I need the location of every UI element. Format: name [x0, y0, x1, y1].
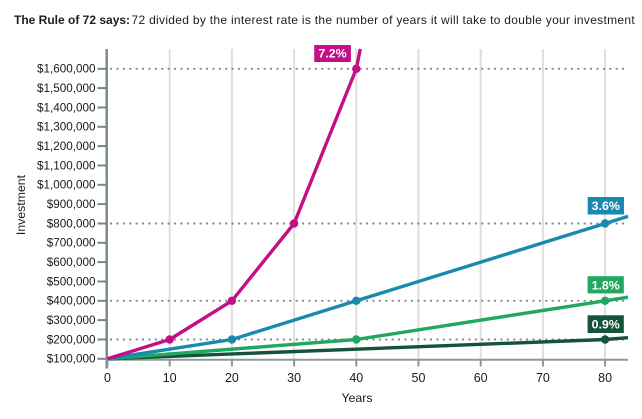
svg-text:60: 60 [474, 371, 488, 385]
svg-text:$200,000: $200,000 [47, 333, 96, 346]
svg-text:40: 40 [349, 371, 363, 385]
svg-text:$600,000: $600,000 [47, 256, 96, 269]
svg-text:$1,600,000: $1,600,000 [37, 63, 96, 76]
svg-text:$1,200,000: $1,200,000 [37, 140, 96, 153]
svg-text:$500,000: $500,000 [47, 275, 96, 288]
svg-text:20: 20 [225, 371, 239, 385]
svg-text:$300,000: $300,000 [47, 314, 96, 327]
svg-text:3.6%: 3.6% [592, 199, 620, 213]
svg-text:Investment: Investment [14, 174, 28, 235]
svg-text:7.2%: 7.2% [318, 47, 346, 61]
svg-text:Years: Years [342, 391, 373, 405]
svg-text:0.9%: 0.9% [592, 318, 620, 332]
svg-text:30: 30 [287, 371, 301, 385]
svg-text:$100,000: $100,000 [47, 353, 96, 366]
svg-text:1.8%: 1.8% [592, 278, 620, 292]
svg-text:$1,500,000: $1,500,000 [37, 82, 96, 95]
svg-text:$400,000: $400,000 [47, 295, 96, 308]
svg-text:$700,000: $700,000 [47, 237, 96, 250]
svg-text:The Rule of 72 says:: The Rule of 72 says: [14, 13, 130, 27]
svg-text:$1,400,000: $1,400,000 [37, 101, 96, 114]
svg-text:10: 10 [163, 371, 177, 385]
svg-text:$900,000: $900,000 [47, 198, 96, 211]
svg-text:72 divided by the interest rat: 72 divided by the interest rate is the n… [132, 13, 636, 27]
svg-text:$800,000: $800,000 [47, 217, 96, 230]
svg-text:$1,300,000: $1,300,000 [37, 121, 96, 134]
svg-text:0: 0 [104, 371, 111, 385]
svg-text:70: 70 [536, 371, 550, 385]
svg-text:$1,100,000: $1,100,000 [37, 159, 96, 172]
svg-text:80: 80 [598, 371, 612, 385]
svg-text:$1,000,000: $1,000,000 [37, 179, 96, 192]
svg-text:50: 50 [412, 371, 426, 385]
